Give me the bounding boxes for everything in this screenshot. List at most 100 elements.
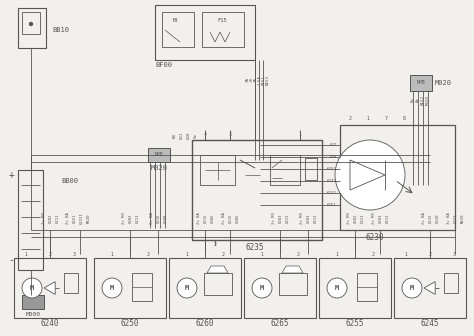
- Text: 2v BA: 2v BA: [150, 212, 154, 224]
- Text: 6251: 6251: [327, 203, 337, 207]
- Bar: [162, 12, 194, 47]
- Text: M020: M020: [435, 80, 452, 86]
- Text: 1: 1: [110, 252, 113, 256]
- Text: 1: 1: [366, 117, 369, 122]
- Text: 6245: 6245: [421, 320, 439, 329]
- Text: 1: 1: [261, 252, 264, 256]
- Text: 6220: 6220: [436, 213, 440, 223]
- Text: 6305: 6305: [236, 213, 240, 223]
- Text: BB00: BB00: [61, 178, 78, 184]
- Text: f8: f8: [172, 17, 178, 23]
- Text: 6251: 6251: [73, 213, 77, 223]
- Text: M020: M020: [426, 95, 430, 105]
- Text: 6255: 6255: [346, 320, 364, 329]
- Bar: [340, 125, 455, 230]
- Text: 6250: 6250: [121, 320, 139, 329]
- Circle shape: [252, 278, 272, 298]
- Bar: [410, 75, 432, 91]
- Text: B152: B152: [421, 95, 425, 105]
- Bar: [18, 170, 43, 270]
- Text: 6308: 6308: [164, 213, 168, 223]
- Text: 6213: 6213: [136, 213, 140, 223]
- Bar: [394, 258, 466, 318]
- Text: M000: M000: [26, 312, 40, 318]
- Circle shape: [335, 140, 405, 210]
- Bar: [18, 8, 46, 48]
- Text: 8: 8: [402, 117, 405, 122]
- Text: 627: 627: [329, 143, 337, 147]
- Text: 2v BA: 2v BA: [422, 212, 426, 224]
- Text: 6203: 6203: [279, 213, 283, 223]
- Bar: [319, 258, 391, 318]
- Bar: [305, 158, 317, 180]
- Text: 1: 1: [405, 252, 408, 256]
- Circle shape: [177, 278, 197, 298]
- Text: 6203: 6203: [379, 213, 383, 223]
- Text: 2v BA: 2v BA: [197, 212, 201, 224]
- Text: 6232: 6232: [454, 213, 458, 223]
- Bar: [169, 258, 241, 318]
- Bar: [444, 273, 458, 293]
- Circle shape: [29, 23, 33, 26]
- Text: 2: 2: [428, 252, 431, 256]
- Text: 6202: 6202: [49, 213, 53, 223]
- Text: 6215: 6215: [229, 213, 233, 223]
- Bar: [192, 140, 322, 240]
- Text: Av: Av: [416, 97, 420, 102]
- Bar: [244, 258, 316, 318]
- Text: 2v BA: 2v BA: [222, 212, 226, 224]
- Text: 6202: 6202: [354, 213, 358, 223]
- Circle shape: [402, 278, 422, 298]
- Text: M: M: [185, 285, 189, 291]
- Text: BF00: BF00: [155, 62, 172, 68]
- Text: 2v MR: 2v MR: [300, 212, 304, 224]
- Text: 6211: 6211: [56, 213, 60, 223]
- Text: 6232: 6232: [327, 191, 337, 195]
- Text: M: M: [260, 285, 264, 291]
- Polygon shape: [207, 266, 228, 273]
- Text: 62311: 62311: [80, 212, 84, 224]
- Text: 8v: 8v: [411, 97, 415, 102]
- Text: 6240: 6240: [41, 320, 59, 329]
- Text: 9v: 9v: [194, 132, 198, 137]
- Text: 1: 1: [336, 252, 338, 256]
- Text: 6260: 6260: [196, 320, 214, 329]
- Text: 4: 4: [203, 132, 207, 137]
- Bar: [155, 5, 255, 60]
- Text: 6252: 6252: [327, 167, 337, 171]
- Text: M620: M620: [461, 213, 465, 223]
- Text: M: M: [335, 285, 339, 291]
- Text: M020: M020: [151, 165, 167, 171]
- Circle shape: [22, 278, 42, 298]
- Text: +: +: [8, 170, 14, 180]
- Text: 1: 1: [185, 252, 189, 256]
- Text: MR: MR: [173, 132, 177, 137]
- Text: 2v MR: 2v MR: [372, 212, 376, 224]
- Bar: [202, 12, 244, 47]
- Text: 1: 1: [299, 132, 301, 137]
- Bar: [22, 295, 44, 309]
- Bar: [204, 273, 232, 295]
- Bar: [279, 273, 307, 295]
- Bar: [357, 273, 377, 301]
- Text: M: M: [110, 285, 114, 291]
- Text: 7A: 7A: [246, 78, 250, 83]
- Text: 6213: 6213: [386, 213, 390, 223]
- Text: /8: /8: [250, 78, 254, 83]
- Polygon shape: [282, 266, 303, 273]
- Bar: [270, 155, 300, 185]
- Text: M: M: [30, 285, 34, 291]
- Text: 2: 2: [48, 252, 52, 256]
- Text: MPB: MPB: [155, 153, 164, 158]
- Text: 6232: 6232: [429, 213, 433, 223]
- Text: 2v MR: 2v MR: [42, 212, 46, 224]
- Text: M520: M520: [87, 213, 91, 223]
- Text: 3: 3: [228, 132, 231, 137]
- Text: 620: 620: [187, 131, 191, 139]
- Bar: [64, 273, 78, 293]
- Text: 2: 2: [214, 243, 217, 248]
- Text: 2v MR: 2v MR: [122, 212, 126, 224]
- Text: 6203: 6203: [307, 213, 311, 223]
- Text: 6235: 6235: [246, 244, 264, 252]
- Bar: [94, 258, 166, 318]
